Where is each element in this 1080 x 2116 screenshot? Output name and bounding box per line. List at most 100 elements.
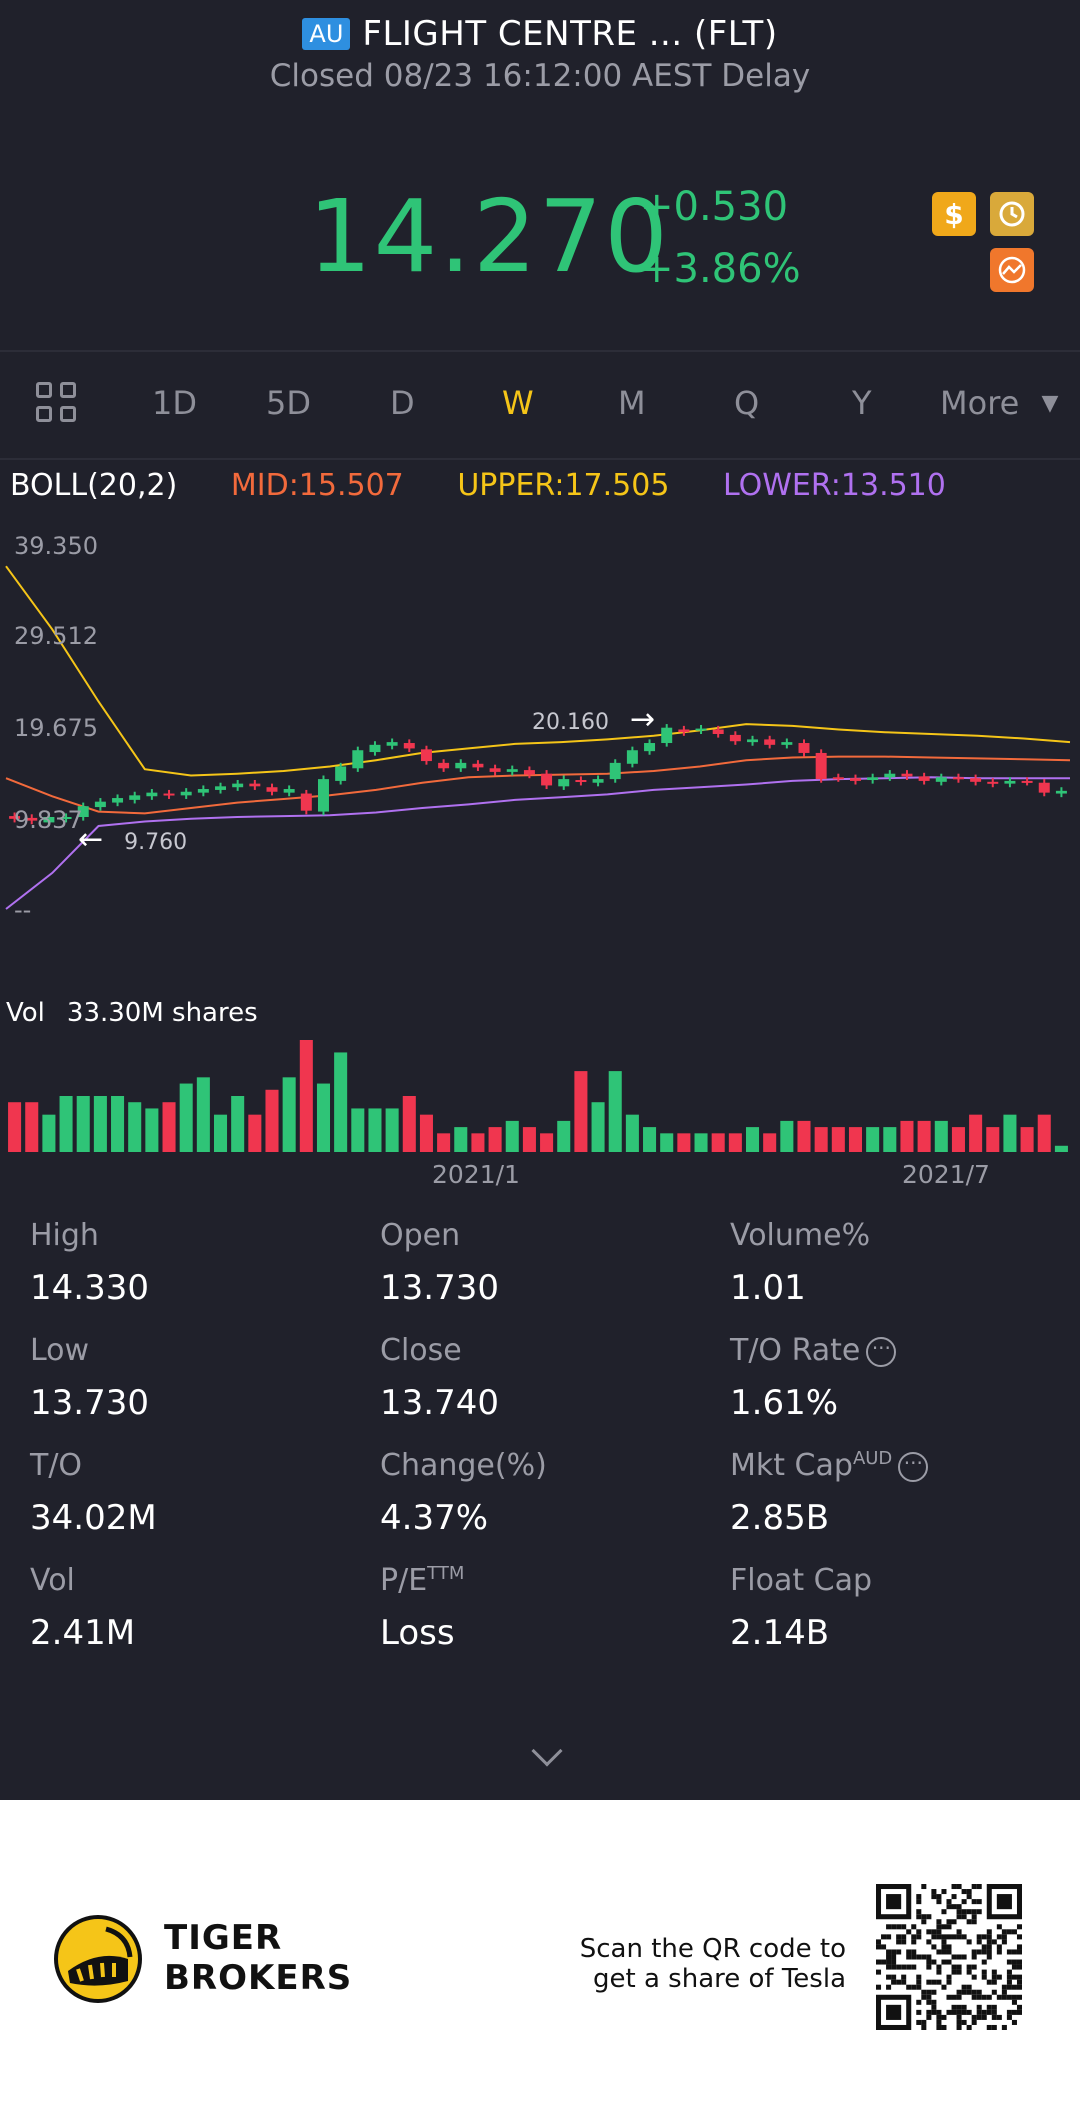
y-tick-label: 9.837: [14, 806, 83, 834]
qr-module: [951, 1919, 957, 1925]
more-info-icon[interactable]: ···: [866, 1336, 897, 1367]
qr-module: [946, 1959, 952, 1965]
qr-module: [926, 1989, 932, 1995]
tab-y[interactable]: Y: [852, 384, 872, 422]
volume-label: Vol 33.30M shares: [6, 998, 258, 1028]
volume-bar: [951, 1127, 965, 1152]
quote-header: AU FLIGHT CENTRE ... (FLT) Closed 08/23 …: [0, 0, 1080, 352]
qr-module: [976, 2004, 982, 2010]
candle-body: [918, 776, 930, 781]
qr-module: [986, 2024, 992, 2030]
candle-body: [283, 789, 295, 793]
tab-q[interactable]: Q: [734, 384, 760, 422]
market-status: Closed 08/23 16:12:00 AEST Delay: [269, 58, 811, 94]
volume-bar: [128, 1102, 142, 1152]
volume-chart[interactable]: [0, 1034, 1080, 1154]
candle-body: [867, 777, 879, 781]
qr-module: [901, 1934, 907, 1940]
stat-pe-text: P/E: [380, 1563, 428, 1598]
volume-bar: [1054, 1145, 1068, 1152]
candle-body: [695, 728, 707, 731]
low-annotation: ← 9.760: [78, 822, 187, 857]
price-chart[interactable]: [0, 500, 1080, 960]
qr-module: [961, 1909, 967, 1915]
qr-module: [956, 2024, 962, 2030]
stat-turnover-value: 34.02M: [30, 1498, 157, 1538]
qr-module: [976, 1899, 982, 1905]
volume-bar: [179, 1083, 193, 1152]
volume-bar: [934, 1120, 948, 1152]
qr-module: [971, 2019, 977, 2025]
qr-module: [946, 1934, 952, 1940]
candle-body: [26, 817, 38, 821]
qr-module: [946, 1904, 952, 1910]
qr-module: [886, 1984, 892, 1990]
qr-module: [926, 1999, 932, 2005]
qr-module: [1016, 1949, 1022, 1955]
qr-module: [876, 1944, 882, 1950]
history-icon[interactable]: [990, 192, 1034, 236]
candle-body: [386, 742, 398, 746]
indicator-name[interactable]: BOLL(20,2): [10, 468, 178, 503]
trend-icon[interactable]: [990, 248, 1034, 292]
qr-module: [921, 1994, 927, 2000]
qr-code-icon[interactable]: [876, 1884, 1022, 2030]
volume-bar: [8, 1102, 22, 1152]
boll-lower-line: [5, 776, 1070, 910]
qr-module: [951, 1954, 957, 1960]
qr-module: [1006, 1949, 1012, 1955]
qr-module: [966, 1889, 972, 1895]
qr-module: [926, 1914, 932, 1920]
qr-module: [906, 1984, 912, 1990]
x-tick-label: 2021/1: [432, 1160, 520, 1189]
expand-chevron-icon[interactable]: [531, 1735, 563, 1767]
qr-module: [1011, 1949, 1017, 1955]
volume-bar: [694, 1133, 708, 1152]
qr-module: [991, 2009, 997, 2015]
volume-bar: [900, 1120, 914, 1152]
tab-more[interactable]: More ▼: [940, 384, 1058, 422]
stat-open-value: 13.730: [380, 1268, 499, 1308]
qr-module: [1001, 1994, 1007, 2000]
candle-body: [815, 752, 827, 780]
qr-module: [976, 1939, 982, 1945]
stat-mktcap-label: Mkt CapAUD ···: [730, 1448, 929, 1483]
qr-module: [971, 1914, 977, 1920]
chevron-down-icon: ▼: [1041, 391, 1059, 416]
stat-pe-label: P/ETTM: [380, 1563, 464, 1598]
stock-title[interactable]: FLIGHT CENTRE ... (FLT): [362, 14, 778, 54]
tab-d[interactable]: D: [390, 384, 415, 422]
qr-module: [971, 2014, 977, 2020]
volume-value: 33.30M shares: [66, 998, 258, 1028]
qr-module: [966, 1909, 972, 1915]
qr-module: [1011, 1984, 1017, 1990]
volume-bar: [402, 1096, 416, 1152]
qr-module: [916, 1929, 922, 1935]
more-info-icon[interactable]: ···: [898, 1451, 929, 1482]
volume-bar: [728, 1133, 742, 1152]
grid-icon[interactable]: [36, 382, 78, 424]
qr-module: [1011, 1929, 1017, 1935]
qr-module: [921, 1914, 927, 1920]
qr-module: [996, 1994, 1002, 2000]
tab-m[interactable]: M: [618, 384, 646, 422]
candle-body: [644, 743, 656, 752]
tab-5d[interactable]: 5D: [266, 384, 311, 422]
qr-module: [916, 1914, 922, 1920]
volume-bar: [368, 1108, 382, 1152]
candle-body: [60, 817, 72, 820]
brand-line-1: TIGER: [164, 1918, 283, 1958]
tab-w[interactable]: W: [502, 384, 534, 422]
volume-bar: [282, 1077, 296, 1152]
qr-module: [891, 1924, 897, 1930]
stat-pe-ttm: TTM: [427, 1563, 465, 1584]
qr-module: [961, 2019, 967, 2025]
tab-1d[interactable]: 1D: [152, 384, 197, 422]
qr-module: [1016, 1944, 1022, 1950]
qr-module: [981, 1949, 987, 1955]
qr-module: [1011, 1959, 1017, 1965]
dollar-icon[interactable]: $: [932, 192, 976, 236]
candle-body: [232, 783, 244, 788]
volume-bar: [231, 1096, 245, 1152]
boll-upper-line: [5, 565, 1071, 777]
